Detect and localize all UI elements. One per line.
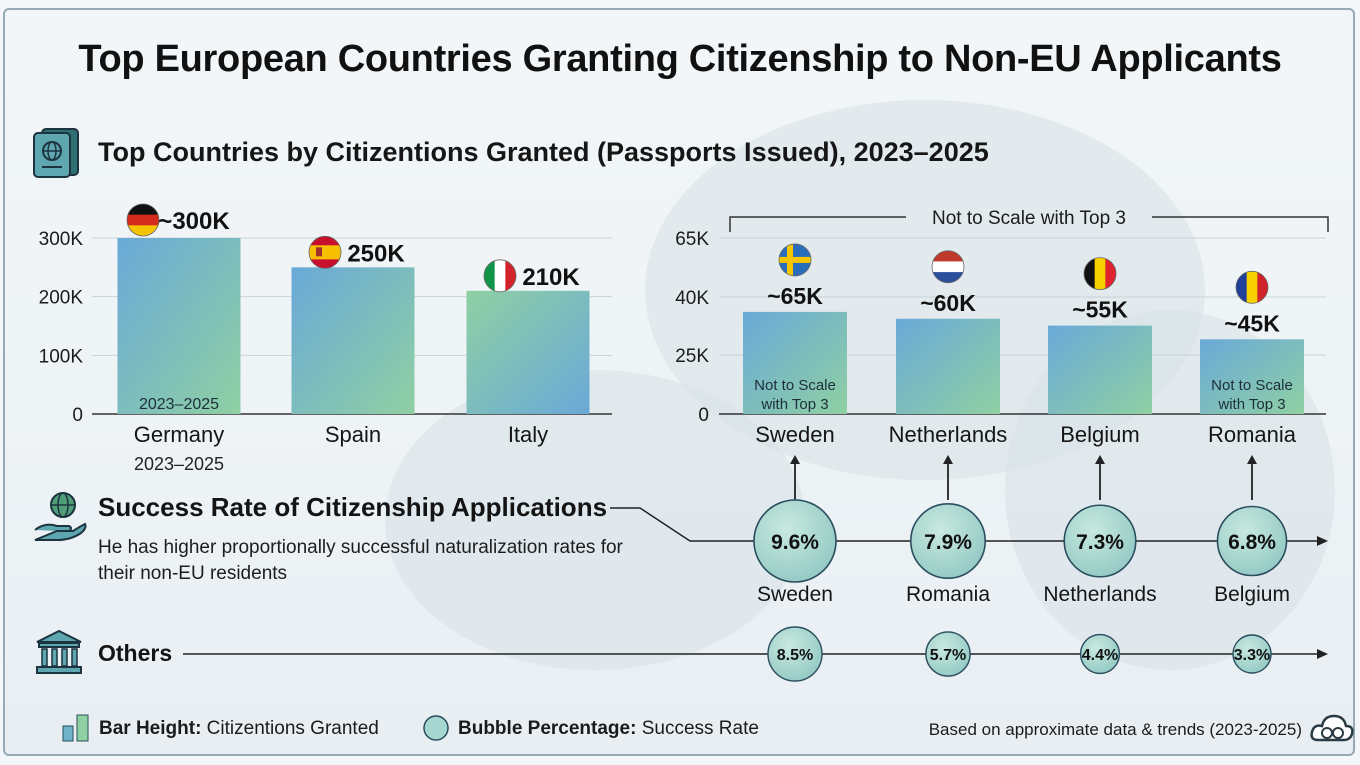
bubble-legend-icon	[423, 715, 449, 741]
legend-bar-height: Bar Height: Citizentions Granted	[99, 718, 379, 740]
category-label: Italy	[508, 422, 548, 447]
data-label: 210K	[522, 264, 580, 291]
bar	[291, 267, 415, 414]
bubble-label: 9.6%	[771, 531, 819, 554]
footnote: Based on approximate data & trends (2023…	[928, 720, 1302, 739]
bubble-label: 6.8%	[1228, 531, 1276, 554]
others-label: Others	[98, 640, 173, 666]
bar	[1048, 325, 1152, 414]
bar	[743, 311, 847, 414]
bubble	[1216, 505, 1288, 577]
success-rate-description: He has higher proportionally successful …	[98, 537, 623, 584]
germany-flag	[126, 203, 160, 237]
bubble-label: 7.9%	[924, 531, 972, 554]
italy-flag	[483, 259, 517, 293]
bubble-country-label: Sweden	[757, 583, 833, 606]
right-bar-chart: 0 25K 40K 65K Not to Scale with Top 3 ~65K Swe…	[675, 208, 1329, 500]
others-bubble	[1232, 634, 1272, 674]
y-tick-label: 300K	[39, 229, 84, 250]
data-label: 250K	[347, 240, 405, 267]
arrow-head	[943, 455, 953, 464]
bracket-right	[1152, 216, 1329, 232]
success-rate-title: Success Rate of Citizenship Applications	[98, 492, 608, 522]
bar	[466, 290, 590, 414]
bubble	[1063, 504, 1137, 578]
category-label: Netherlands	[889, 422, 1008, 447]
category-label: Germany	[134, 422, 224, 447]
category-label: Belgium	[1060, 422, 1139, 447]
passport-icon	[33, 128, 79, 178]
bar	[117, 238, 241, 414]
y-tick-label: 65K	[675, 229, 709, 250]
data-label: ~55K	[1072, 297, 1128, 323]
bubble-country-label: Belgium	[1214, 583, 1290, 606]
category-sublabel: 2023–2025	[134, 454, 224, 474]
page-title: Top European Countries Granting Citizens…	[78, 38, 1282, 80]
bubble-chart: 9.6% Sweden 7.9% Romania 7.3% Netherlands 6.8%…	[183, 499, 1328, 682]
others-bubble	[1079, 633, 1121, 675]
data-label: ~300K	[158, 208, 230, 235]
bar-inner-note: Not to Scale	[1211, 377, 1293, 394]
netherlands-flag	[931, 250, 965, 284]
bar-inner-note: with Top 3	[1217, 396, 1285, 413]
category-label: Romania	[1208, 422, 1297, 447]
data-label: ~65K	[767, 283, 823, 309]
bar-inner-note: with Top 3	[760, 396, 828, 413]
data-label: ~45K	[1224, 310, 1280, 336]
arrow-head	[1317, 649, 1328, 659]
sweden-flag	[778, 243, 812, 277]
others-bubble-label: 8.5%	[777, 647, 813, 664]
others-bubble-label: 3.3%	[1234, 647, 1270, 664]
data-label: ~60K	[920, 290, 976, 316]
globe-hand-icon	[34, 492, 87, 541]
y-tick-label: 25K	[675, 346, 709, 367]
legend-bubble-bold: Bubble Percentage:	[458, 718, 637, 739]
bubble	[910, 503, 986, 579]
bar-inner-label: 2023–2025	[139, 396, 219, 413]
bank-icon	[36, 629, 82, 674]
bubble-country-label: Romania	[906, 583, 990, 606]
bubble-connector-line	[610, 507, 1318, 542]
legend-bubble-text: Success Rate	[636, 718, 759, 739]
legend-bar-text: Citizentions Granted	[201, 718, 379, 739]
others-bubble-label: 4.4%	[1082, 647, 1118, 664]
map-background-shape	[385, 370, 805, 670]
bracket-left	[729, 216, 906, 232]
legend-bar-bold: Bar Height:	[99, 718, 202, 739]
y-tick-label: 40K	[675, 288, 709, 309]
arrow-head	[790, 455, 800, 464]
cloud-logo-icon	[1310, 714, 1354, 742]
bar	[1200, 339, 1304, 414]
arrow-head	[1317, 536, 1328, 546]
arrow-head	[1247, 455, 1257, 464]
bubble	[753, 499, 837, 583]
others-bubble	[767, 626, 823, 682]
category-label: Spain	[325, 422, 381, 447]
spain-flag	[308, 235, 342, 269]
romania-flag	[1235, 270, 1269, 304]
bar	[896, 318, 1000, 414]
y-tick-label: 100K	[39, 346, 84, 367]
left-bar-chart: 0 100K 200K 300K ~300K Germany 250K Spain 210K It…	[39, 203, 612, 474]
arrow-head	[1095, 455, 1105, 464]
others-bubble-label: 5.7%	[930, 647, 966, 664]
category-label: Sweden	[755, 422, 835, 447]
bracket-label: Not to Scale with Top 3	[932, 208, 1126, 229]
y-tick-label: 200K	[39, 288, 84, 309]
y-tick-label: 0	[698, 405, 709, 426]
legend-bubble-percentage: Bubble Percentage: Success Rate	[458, 718, 759, 740]
others-bubble	[925, 631, 971, 677]
bar-inner-note: Not to Scale	[754, 377, 836, 394]
chart-subtitle: Top Countries by Citizentions Granted (P…	[98, 137, 989, 167]
bubble-label: 7.3%	[1076, 531, 1124, 554]
y-tick-label: 0	[72, 405, 83, 426]
belgium-flag	[1083, 257, 1117, 291]
bubble-country-label: Netherlands	[1043, 583, 1156, 606]
bar-legend-icon	[62, 714, 89, 742]
